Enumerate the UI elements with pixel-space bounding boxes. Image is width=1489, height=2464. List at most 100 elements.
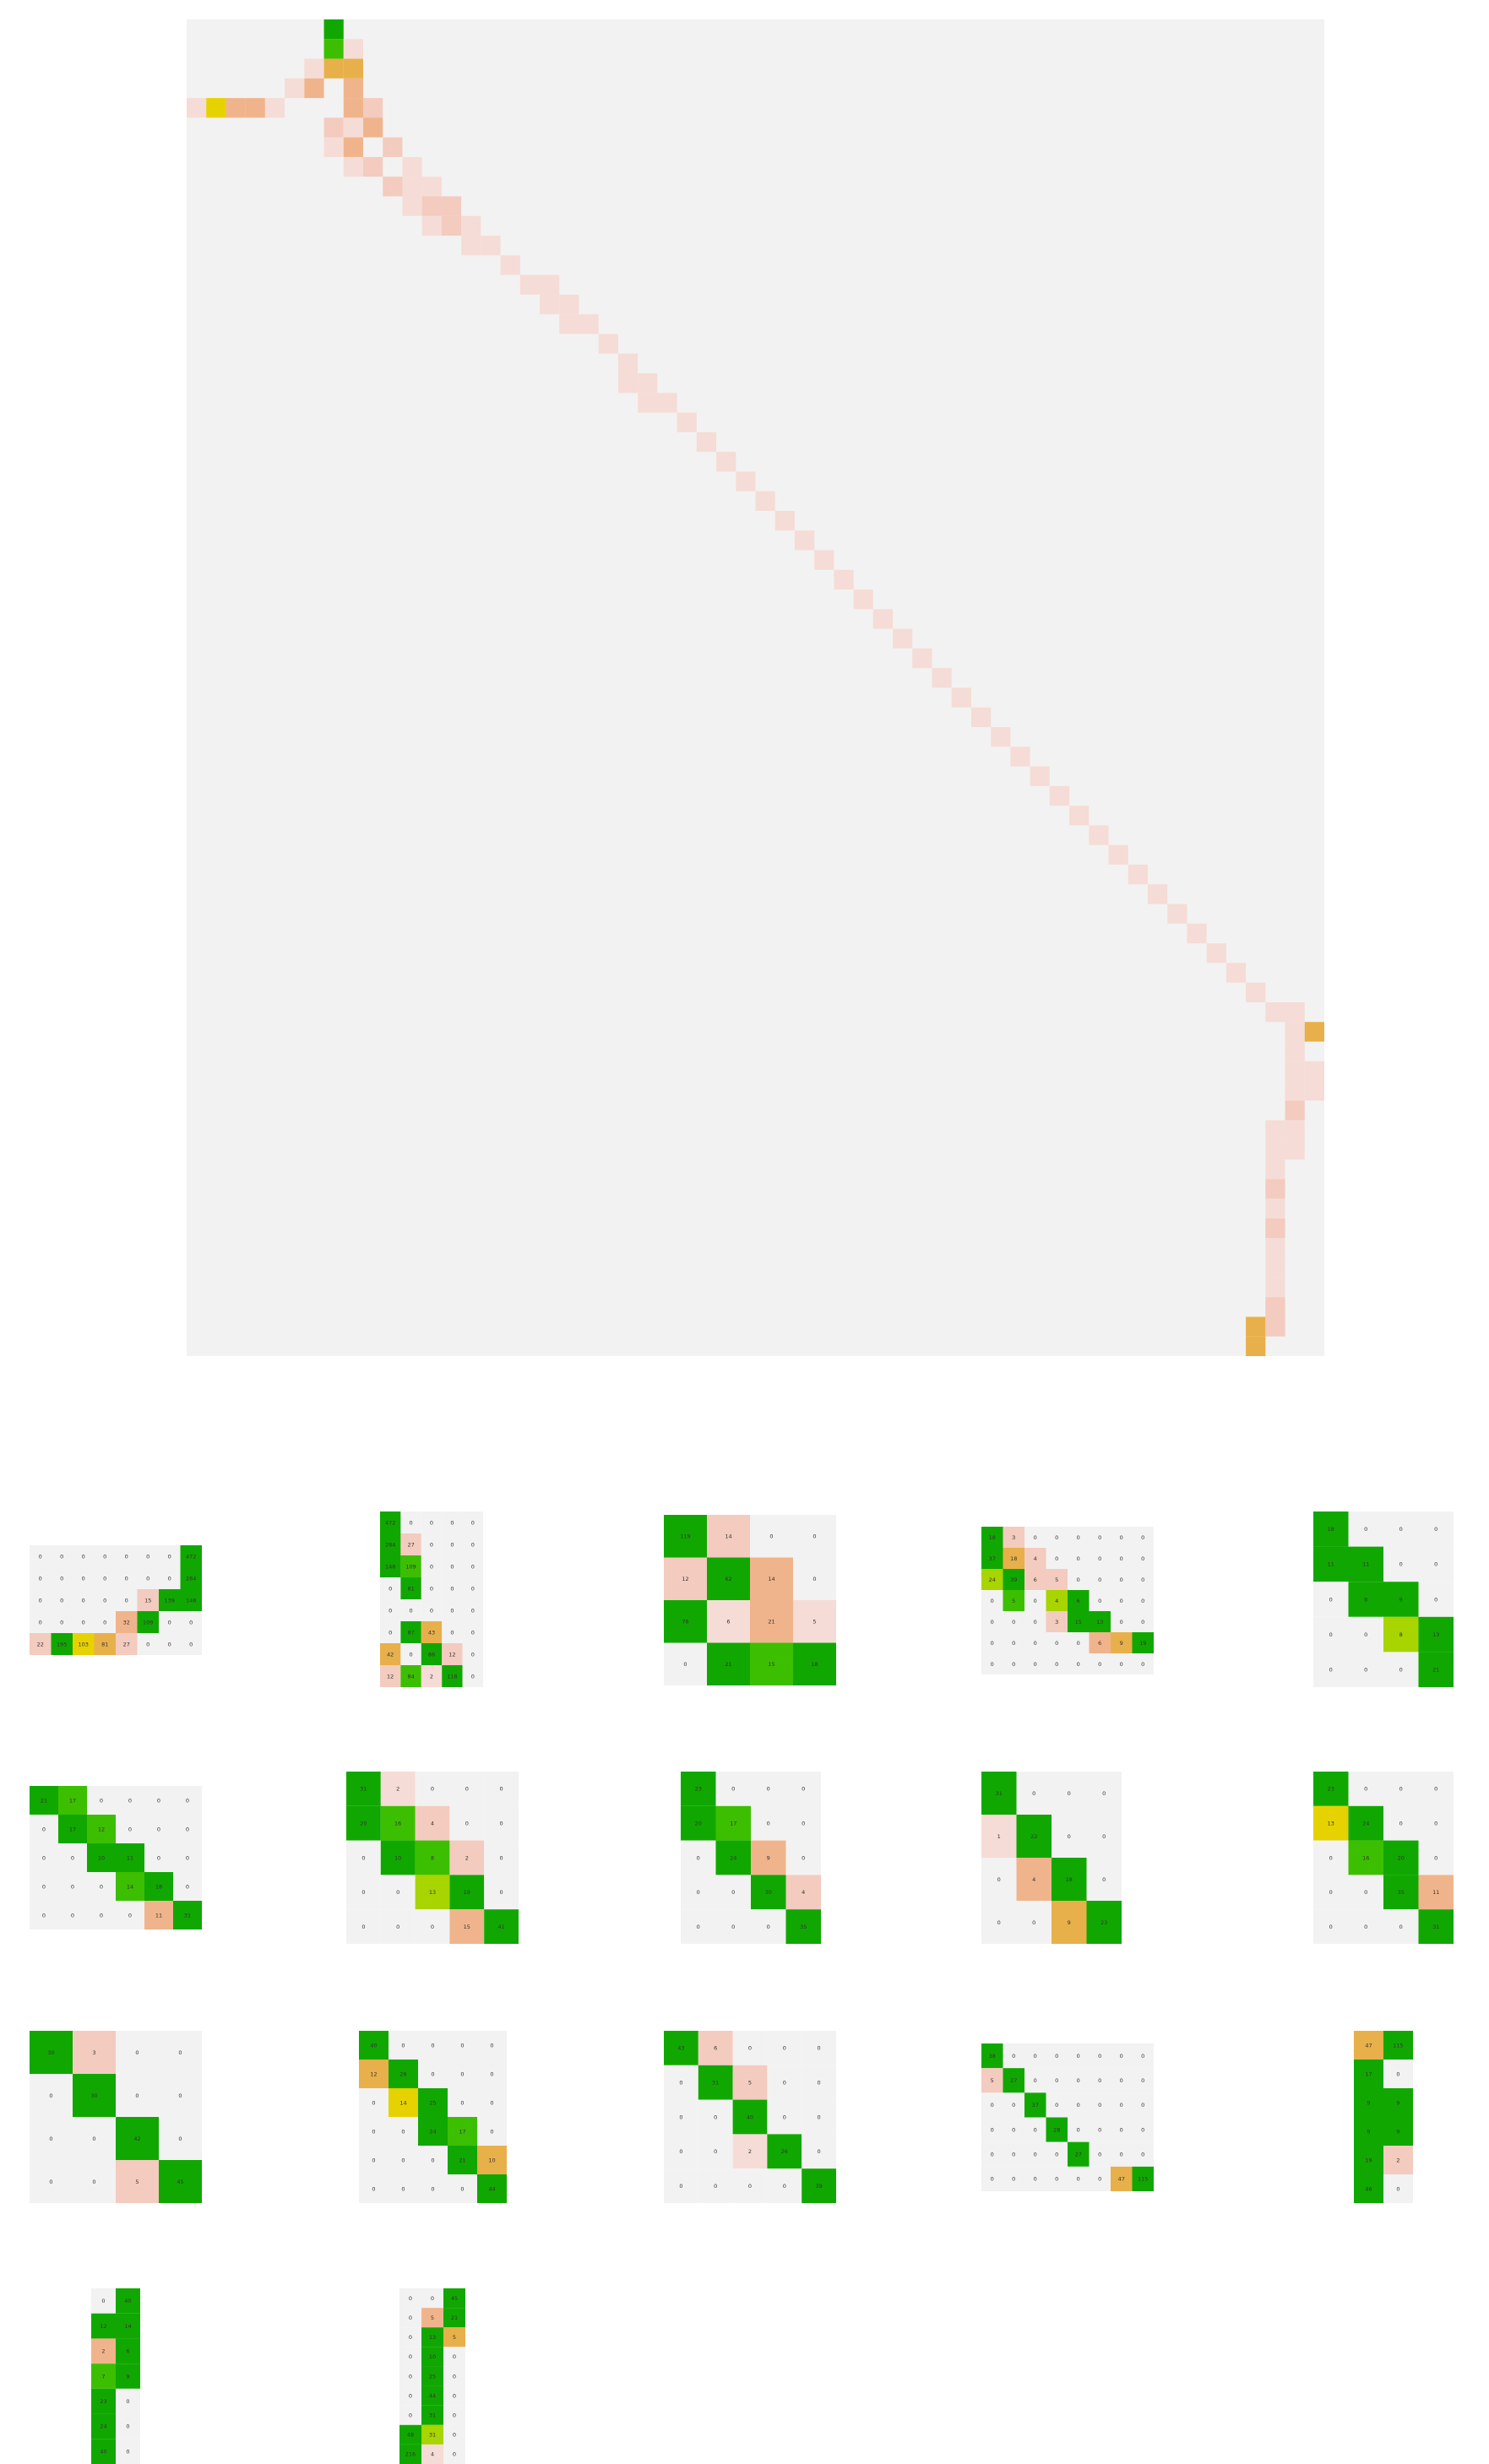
heatmap-cell: [1313, 1772, 1349, 1806]
heatmap-cell: [1111, 1527, 1133, 1548]
cell-value-label: 0: [409, 2315, 412, 2321]
cell-value-label: 23: [695, 1786, 702, 1793]
heatmap-cell: [1265, 1159, 1285, 1180]
heatmap-cell: [380, 1665, 401, 1687]
cell-value-label: 0: [1102, 1790, 1106, 1797]
heatmap-cell: [981, 1772, 1017, 1815]
heatmap-cell: [159, 1633, 181, 1655]
cell-value-label: 14: [127, 1883, 133, 1890]
heatmap-cell: [30, 1786, 58, 1815]
cell-value-label: 119: [680, 1533, 690, 1540]
heatmap-cell: [1016, 1901, 1052, 1944]
heatmap-cell: [1046, 2043, 1068, 2069]
heatmap-cell: [1068, 2141, 1090, 2167]
heatmap-cell: [180, 1567, 202, 1589]
heatmap-cell: [1089, 2092, 1111, 2118]
cell-value-label: 40: [124, 2298, 131, 2304]
heatmap-cell: [1068, 2117, 1090, 2142]
cell-value-label: 0: [1077, 1640, 1080, 1647]
heatmap-cell: [681, 1840, 716, 1875]
heatmap-cell: [30, 1589, 52, 1611]
heatmap-cell: [540, 274, 560, 295]
heatmap-cell: [421, 1533, 443, 1555]
heatmap-cell: [91, 2338, 116, 2364]
cell-value-label: 5: [453, 2334, 456, 2341]
cell-value-label: 0: [500, 1889, 503, 1896]
cell-value-label: 2: [748, 2148, 752, 2155]
cell-value-label: 4: [802, 1889, 805, 1896]
heatmap-cell: [30, 1815, 58, 1843]
cell-value-label: 0: [1032, 1790, 1035, 1797]
heatmap-cell: [1024, 2043, 1046, 2069]
heatmap-cell: [802, 2099, 836, 2135]
heatmap-cell: [116, 2338, 140, 2364]
cell-value-label: 3: [1055, 1619, 1058, 1625]
cell-value-label: 0: [1434, 1526, 1437, 1533]
heatmap-cell: [1265, 1277, 1285, 1298]
heatmap-cell: [442, 1643, 463, 1665]
cell-value-label: 0: [1012, 2176, 1015, 2183]
heatmap-cell: [116, 1815, 144, 1843]
cell-value-label: 21: [459, 2157, 465, 2163]
heatmap-cell: [1089, 1569, 1111, 1590]
heatmap-cell: [1354, 2031, 1383, 2060]
cell-value-label: 0: [1364, 1631, 1367, 1638]
cell-value-label: 30: [90, 2092, 97, 2099]
heatmap-cell: [681, 1772, 716, 1806]
heatmap-cell: [380, 1577, 401, 1599]
cell-value-label: 0: [1364, 1889, 1367, 1896]
heatmap-cell: [793, 1642, 836, 1685]
cell-value-label: 28: [1053, 2126, 1060, 2133]
cell-value-label: 13: [1096, 1619, 1103, 1625]
heatmap-cell: [389, 2146, 418, 2174]
cell-value-label: 0: [1102, 1876, 1106, 1883]
cell-value-label: 15: [144, 1597, 151, 1604]
cell-value-label: 0: [453, 2432, 456, 2439]
heatmap-cell: [1024, 1548, 1046, 1569]
heatmap-cell: [87, 1786, 116, 1815]
cell-value-label: 0: [460, 2185, 464, 2192]
heatmap-cell: [116, 1901, 144, 1929]
cell-value-label: 9: [1367, 2128, 1370, 2135]
cell-value-label: 0: [783, 2080, 786, 2087]
cell-value-label: 0: [361, 1924, 365, 1930]
heatmap-cell: [380, 1533, 401, 1555]
heatmap-cell: [94, 1567, 116, 1589]
heatmap-cell: [794, 530, 815, 551]
heatmap-cell: [1383, 2174, 1413, 2203]
heatmap-cell: [716, 452, 736, 472]
cell-value-label: 31: [429, 2412, 436, 2419]
heatmap-cell: [343, 156, 364, 177]
heatmap-cell: [418, 2146, 448, 2174]
cell-value-label: 0: [1120, 2152, 1123, 2158]
cell-value-label: 0: [490, 2099, 493, 2106]
cell-value-label: 0: [1434, 1561, 1437, 1568]
heatmap-cell: [1089, 1632, 1111, 1653]
heatmap-cell: [415, 1772, 450, 1806]
heatmap-cell: [449, 1840, 485, 1875]
heatmap-cell: [732, 2168, 768, 2203]
small-heatmap-5: 18 0 0 0 11 11 0 0 0 8 9 0 0 0 8 13 0 0 0 21: [1313, 1512, 1454, 1687]
heatmap-cell: [73, 1589, 95, 1611]
heatmap-cell: [380, 1805, 416, 1841]
heatmap-cell: [1052, 1901, 1087, 1944]
heatmap-cell: [951, 687, 971, 708]
heatmap-cell: [1246, 1336, 1266, 1356]
cell-value-label: 45: [177, 2179, 183, 2185]
cell-value-label: 9: [1068, 1919, 1071, 1926]
heatmap-cell: [500, 255, 520, 275]
heatmap-cell: [91, 2439, 116, 2464]
heatmap-cell: [159, 1611, 181, 1633]
heatmap-cell: [767, 2031, 802, 2065]
cell-value-label: 118: [447, 1673, 457, 1680]
heatmap-cell: [116, 2364, 140, 2389]
heatmap-cell: [715, 1840, 751, 1875]
cell-value-label: 41: [497, 1924, 504, 1930]
cell-value-label: 0: [1012, 2126, 1015, 2133]
heatmap-cell: [1089, 2043, 1111, 2069]
heatmap-cell: [1111, 2141, 1133, 2167]
heatmap-cell: [51, 1589, 73, 1611]
heatmap-cell: [698, 2031, 733, 2065]
heatmap-cell: [461, 215, 481, 236]
heatmap-cell: [159, 2117, 202, 2160]
